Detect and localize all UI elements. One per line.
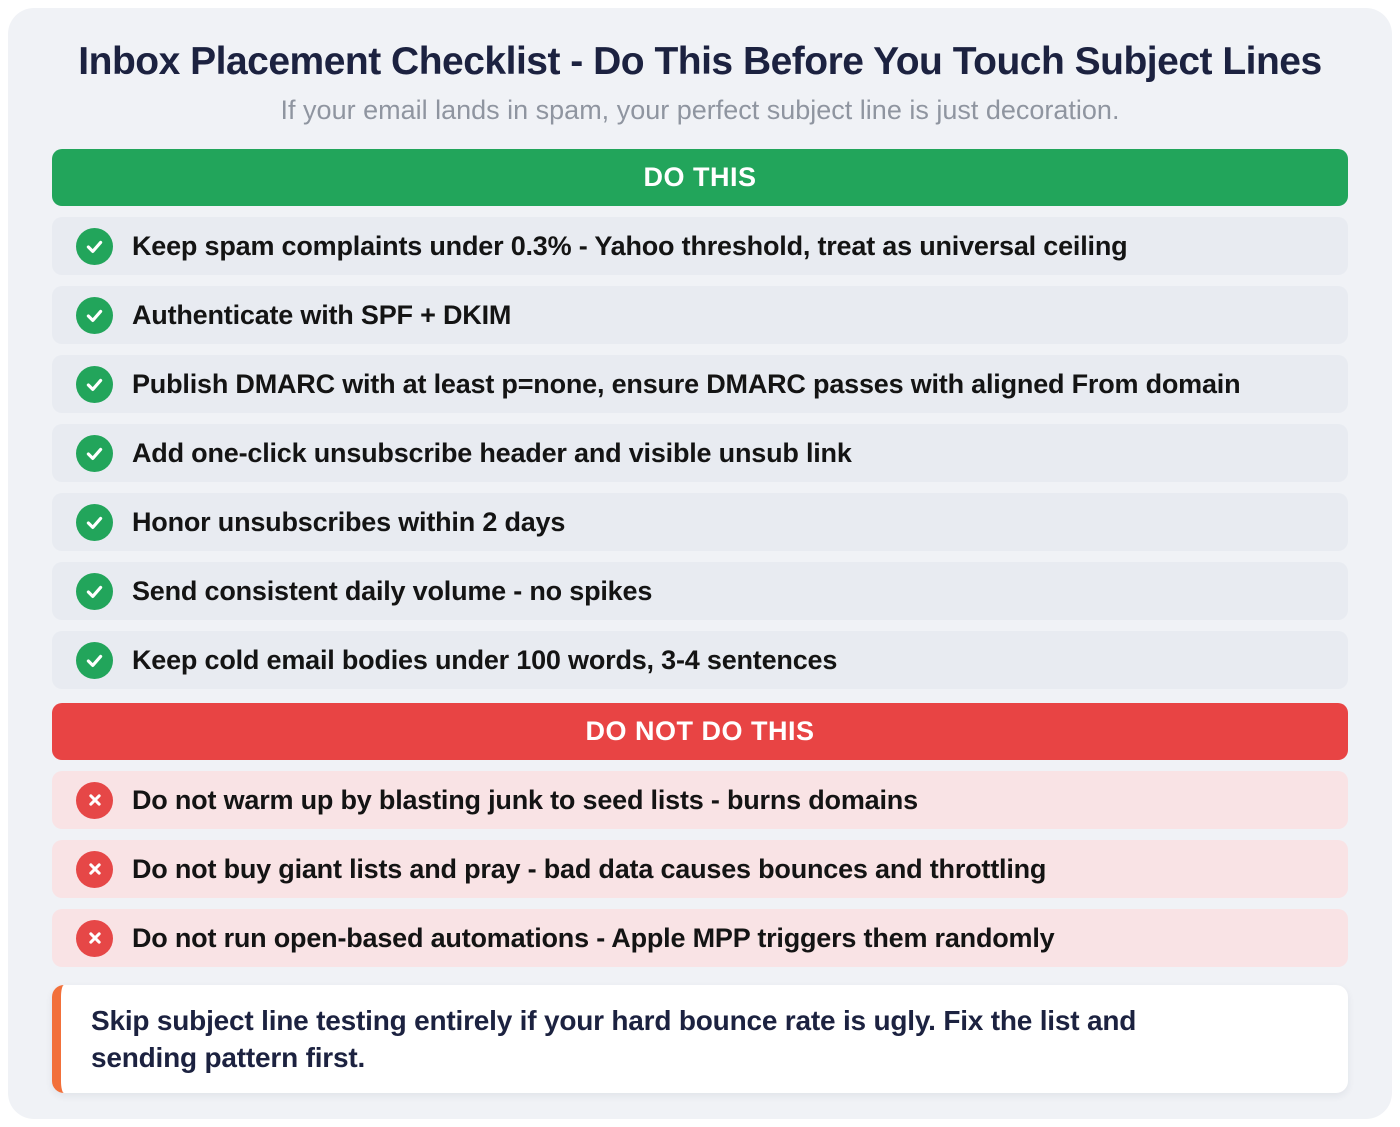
do-item-row: Keep spam complaints under 0.3% - Yahoo …: [52, 217, 1348, 275]
x-icon: [76, 850, 113, 888]
check-icon: [76, 296, 113, 334]
do-item-row: Honor unsubscribes within 2 days: [52, 493, 1348, 551]
do-item-label: Authenticate with SPF + DKIM: [132, 299, 512, 330]
dont-item-row: Do not buy giant lists and pray - bad da…: [52, 840, 1348, 898]
dont-item-row: Do not run open-based automations - Appl…: [52, 909, 1348, 967]
do-item-row: Publish DMARC with at least p=none, ensu…: [52, 355, 1348, 413]
dont-item-label: Do not buy giant lists and pray - bad da…: [132, 853, 1047, 884]
page-subtitle: If your email lands in spam, your perfec…: [280, 95, 1120, 125]
do-item-row: Authenticate with SPF + DKIM: [52, 286, 1348, 344]
checklist-card: Inbox Placement Checklist - Do This Befo…: [8, 8, 1392, 1119]
do-item-row: Send consistent daily volume - no spikes: [52, 562, 1348, 620]
dont-item-row: Do not warm up by blasting junk to seed …: [52, 771, 1348, 829]
do-item-label: Add one-click unsubscribe header and vis…: [132, 437, 852, 468]
check-icon: [76, 572, 113, 610]
dont-item-label: Do not run open-based automations - Appl…: [132, 922, 1055, 953]
do-item-label: Keep spam complaints under 0.3% - Yahoo …: [132, 230, 1128, 261]
dont-item-label: Do not warm up by blasting junk to seed …: [132, 784, 918, 815]
page-title: Inbox Placement Checklist - Do This Befo…: [78, 40, 1322, 83]
do-item-row: Keep cold email bodies under 100 words, …: [52, 631, 1348, 689]
check-icon: [76, 434, 113, 472]
callout-note: Skip subject line testing entirely if yo…: [52, 985, 1348, 1093]
do-section-header-label: DO THIS: [643, 162, 757, 192]
do-item-label: Send consistent daily volume - no spikes: [132, 575, 653, 606]
x-icon: [76, 781, 113, 819]
check-icon: [76, 641, 113, 679]
dont-section-header: DO NOT DO THIS: [52, 703, 1348, 760]
do-item-label: Publish DMARC with at least p=none, ensu…: [132, 368, 1241, 399]
callout-text: Skip subject line testing entirely if yo…: [91, 1005, 1137, 1073]
do-item-label: Honor unsubscribes within 2 days: [132, 506, 566, 537]
do-item-row: Add one-click unsubscribe header and vis…: [52, 424, 1348, 482]
check-icon: [76, 227, 113, 265]
check-icon: [76, 365, 113, 403]
do-item-label: Keep cold email bodies under 100 words, …: [132, 644, 838, 675]
dont-section-header-label: DO NOT DO THIS: [585, 716, 815, 746]
x-icon: [76, 919, 113, 957]
check-icon: [76, 503, 113, 541]
do-section-header: DO THIS: [52, 149, 1348, 206]
content-column: Inbox Placement Checklist - Do This Befo…: [52, 38, 1348, 1093]
